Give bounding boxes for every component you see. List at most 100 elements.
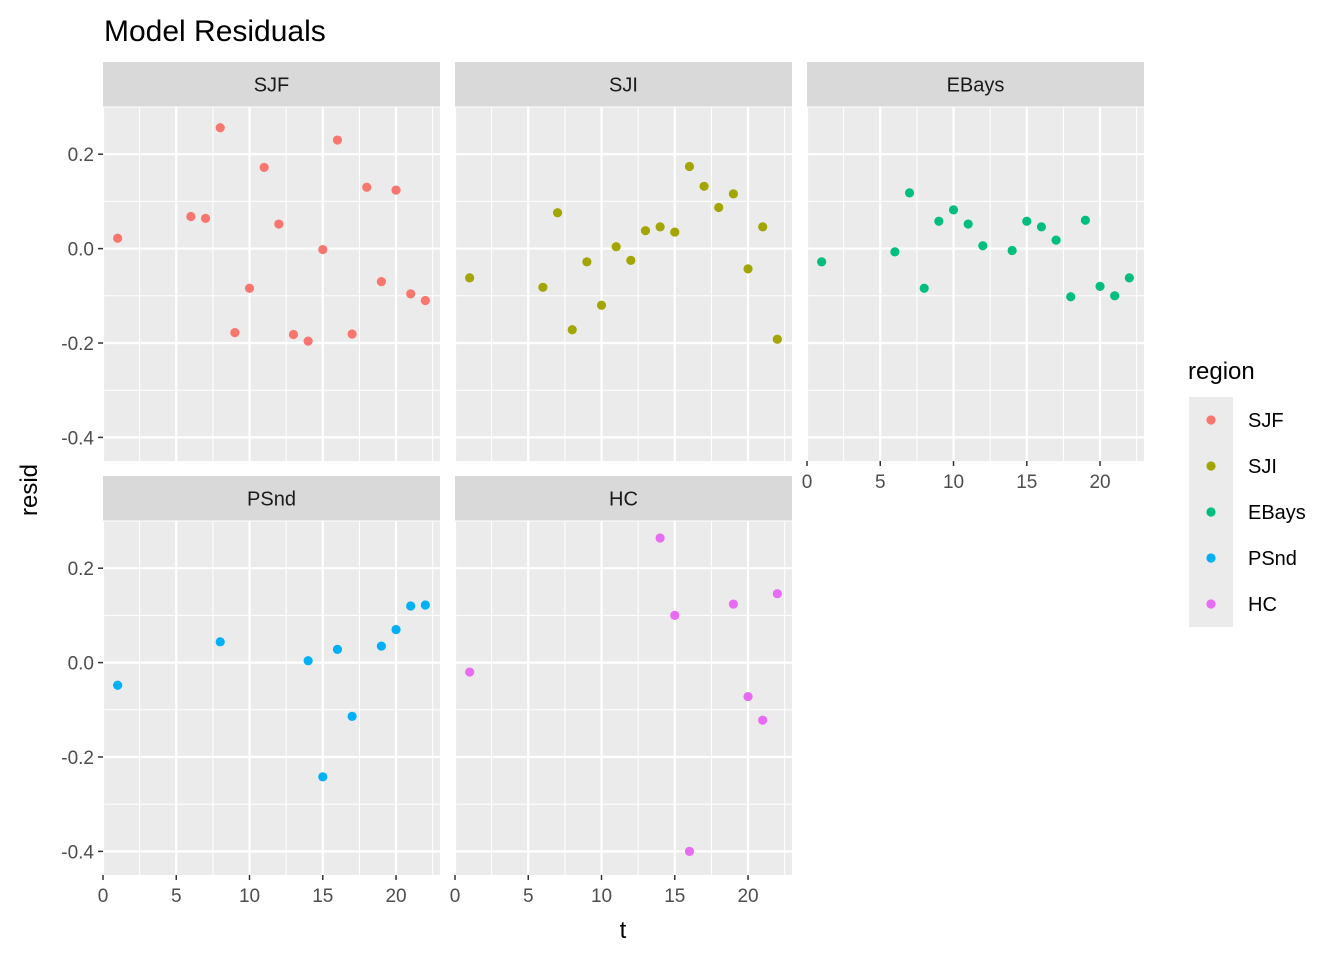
point-sjf [113,233,123,243]
point-psnd [406,601,416,611]
panel-background [103,521,440,875]
point-sjf [244,283,255,293]
point-psnd [318,772,328,782]
point-sjf [288,329,299,340]
point-sji [567,325,577,335]
point-sji [552,208,563,218]
legend-key-point [1206,507,1216,517]
point-sjf [318,244,328,255]
point-hc [670,610,680,621]
point-sji [626,255,636,265]
x-tick-label: 20 [385,886,406,907]
point-hc [772,589,782,599]
point-sji [465,273,475,283]
point-hc [684,846,695,857]
x-tick-label: 10 [591,886,612,907]
facet-strip-label: EBays [947,75,1005,97]
point-sjf [303,336,313,346]
y-tick-label: -0.4 [61,428,94,449]
point-sjf [186,211,196,222]
facet-panels: SJF -0.4 -0.2 0.0 0.2 SJI EBays 0 5 10 15 20 PSnd -0.… [61,62,1144,907]
point-psnd [420,600,430,610]
facet-strip [455,476,792,521]
y-tick-label: -0.2 [61,748,94,769]
point-sji [758,222,768,232]
legend-key-point [1206,415,1216,425]
facet-strip-label: SJF [254,75,290,97]
point-sjf [332,135,343,145]
x-tick-label: 15 [312,886,333,907]
point-sji [670,227,680,237]
facet-strip-label: HC [609,489,638,511]
point-hc [743,691,753,702]
point-ebays [1110,291,1120,301]
legend-key-point [1206,461,1216,471]
x-tick-label: 10 [943,472,964,493]
legend-label: HC [1248,594,1277,616]
facet-strip [455,62,792,107]
x-tick-label: 20 [1089,472,1110,493]
point-psnd [303,656,313,666]
point-sjf [362,182,372,192]
point-ebays [919,283,929,293]
x-tick-label: 0 [450,886,461,907]
x-tick-label: 15 [664,886,685,907]
point-psnd [215,637,225,647]
point-ebays [1036,222,1047,232]
x-tick-label: 15 [1016,472,1037,493]
panel-background [807,107,1144,461]
point-sjf [347,329,357,339]
point-ebays [904,188,915,198]
point-sjf [376,277,386,287]
point-ebays [1066,292,1076,302]
point-sji [596,300,607,310]
point-ebays [934,216,944,226]
point-sji [640,226,651,236]
point-sji [743,264,753,274]
point-psnd [391,624,401,635]
point-ebays [1080,215,1090,225]
x-tick-label: 5 [171,886,182,907]
facet-ebays: EBays 0 5 10 15 20 [802,62,1144,493]
point-sji [611,242,621,252]
y-tick-label: 0.0 [68,654,94,675]
legend-title: region [1188,358,1255,385]
point-psnd [376,641,386,651]
point-ebays [948,205,959,215]
x-axis-title: t [620,917,627,944]
point-ebays [1051,235,1061,245]
point-ebays [1124,273,1134,283]
chart-title: Model Residuals [104,15,326,48]
point-sji [714,202,724,213]
facet-hc: HC 0 5 10 15 20 [450,476,792,907]
legend-label: PSnd [1248,548,1297,570]
y-tick-label: 0.2 [68,145,94,166]
point-hc [655,533,665,543]
point-psnd [113,680,123,690]
point-sji [655,222,665,232]
facet-strip [103,476,440,521]
point-sjf [420,295,430,306]
point-ebays [1095,281,1105,291]
point-sjf [200,213,211,223]
y-axis-title: resid [16,464,43,516]
point-sji [772,334,782,344]
x-tick-label: 20 [737,886,758,907]
facet-strip-label: SJI [609,75,638,97]
legend-key-point [1206,553,1216,563]
point-psnd [347,711,357,722]
x-tick-label: 10 [239,886,260,907]
y-tick-label: -0.2 [61,334,94,355]
facet-strip [103,62,440,107]
legend-label: SJF [1248,410,1284,432]
y-tick-label: 0.0 [68,240,94,261]
point-hc [465,667,475,677]
point-sjf [215,123,225,133]
point-ebays [1022,216,1032,226]
point-hc [758,715,768,725]
panel-background [455,107,792,461]
point-sjf [230,328,240,338]
panel-background [103,107,440,461]
point-sji [538,282,548,292]
point-sji [684,161,695,172]
